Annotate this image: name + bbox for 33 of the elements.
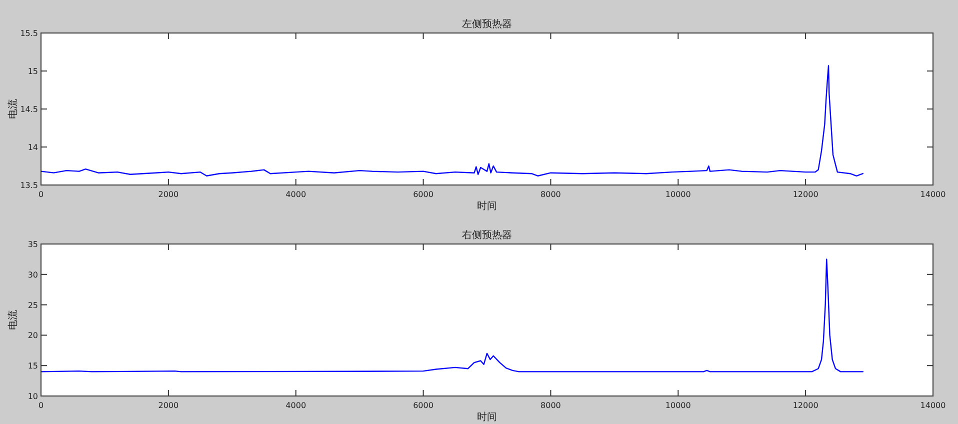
x-tick-label: 8000 — [540, 190, 561, 199]
x-tick-label: 12000 — [792, 190, 818, 199]
x-tick-label: 14000 — [920, 190, 946, 199]
x-tick-label: 6000 — [413, 190, 434, 199]
y-axis-title: 电流 — [7, 310, 19, 330]
x-tick-label: 0 — [38, 190, 44, 199]
y-tick-label: 35 — [28, 240, 38, 249]
y-tick-label: 10 — [28, 392, 38, 401]
chart-title: 右侧预热器 — [462, 230, 512, 241]
y-tick-label: 14.5 — [20, 105, 38, 114]
y-axis-title: 电流 — [7, 99, 19, 119]
x-tick-label: 4000 — [286, 190, 306, 199]
y-tick-label: 15 — [28, 362, 38, 371]
y-tick-label: 15.5 — [20, 29, 38, 38]
x-tick-label: 8000 — [540, 401, 561, 410]
x-tick-label: 12000 — [792, 401, 818, 410]
x-tick-label: 4000 — [286, 401, 306, 410]
x-tick-label: 2000 — [158, 190, 179, 199]
y-tick-label: 15 — [28, 67, 38, 76]
x-tick-label: 0 — [38, 401, 44, 410]
chart-title: 左侧预热器 — [462, 18, 512, 30]
x-tick-label: 14000 — [920, 401, 946, 410]
y-tick-label: 13.5 — [20, 181, 38, 190]
y-tick-label: 20 — [28, 331, 38, 340]
x-tick-label: 10000 — [665, 401, 691, 410]
y-tick-label: 14 — [28, 143, 38, 152]
x-tick-label: 6000 — [413, 401, 434, 410]
y-tick-label: 30 — [28, 270, 38, 280]
y-tick-label: 25 — [28, 300, 38, 310]
x-tick-label: 2000 — [158, 401, 179, 410]
x-tick-label: 10000 — [665, 190, 691, 199]
x-axis-title: 时间 — [477, 411, 497, 423]
x-axis-title: 时间 — [477, 200, 497, 212]
